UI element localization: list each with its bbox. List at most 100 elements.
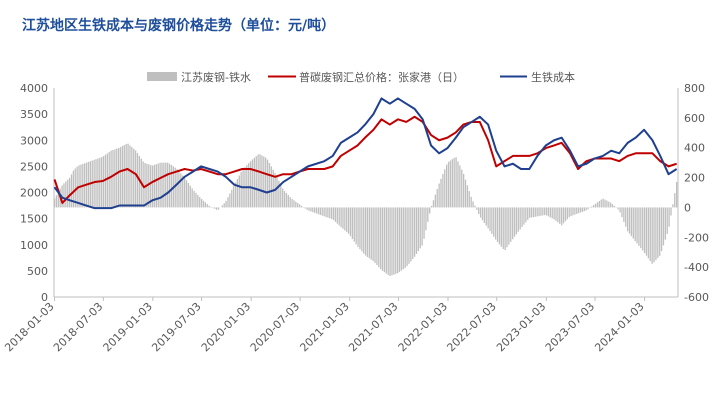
spread-bar-205 [440,178,442,208]
spread-bar-209 [447,161,450,208]
spread-bar-2 [57,191,59,208]
spread-bar-274 [570,207,572,216]
left-tick-label: 4000 [20,82,48,95]
spread-bar-153 [342,207,344,229]
spread-bar-243 [511,207,514,240]
spread-bar-272 [566,207,568,220]
spread-bar-211 [451,159,453,208]
spread-bar-221 [470,196,472,208]
spread-bar-210 [449,160,452,208]
spread-bar-8 [68,177,71,208]
price-lines [53,97,678,210]
spread-bar-247 [519,207,521,230]
spread-bar-125 [289,197,291,208]
spread-bar-114 [268,162,271,208]
spread-bar-271 [564,207,567,222]
right-tick-label: 0 [684,201,691,214]
spread-bar-291 [602,198,604,208]
spread-bar-52 [151,165,154,208]
spread-bar-43 [134,150,137,208]
spread-bar-11 [74,168,76,208]
spread-bar-145 [327,207,329,218]
spread-bar-142 [321,207,323,216]
spread-bar-99 [240,172,242,208]
spread-bar-140 [317,207,320,215]
spread-bar-133 [304,207,306,209]
spread-bar-90 [223,203,225,208]
spread-bar-21 [93,159,95,208]
spread-bar-111 [263,156,265,208]
spread-bar-41 [131,147,133,208]
left-tick-label: 1500 [20,213,48,226]
spread-bar-202 [434,194,437,208]
spread-bar-223 [474,205,476,208]
spread-bar-267 [557,207,559,223]
spread-bar-172 [378,207,380,268]
spread-bar-204 [438,183,440,208]
spread-bar-139 [315,207,318,214]
spread-bar-246 [517,207,519,232]
spread-bar-166 [366,207,369,257]
spread-bar-164 [363,207,365,254]
spread-bar-278 [577,207,580,214]
spread-bar-264 [551,207,553,219]
spread-bar-314 [645,207,648,256]
legend-label-spread: 江苏废钢-铁水 [181,70,251,84]
spread-bar-242 [510,207,512,242]
spread-bar-303 [625,207,627,227]
spread-bar-193 [417,207,420,252]
spread-bar-216 [461,169,463,208]
spread-bar-320 [657,207,659,258]
spread-bar-59 [165,162,167,208]
spread-bar-327 [670,207,672,216]
spread-bar-275 [572,207,574,216]
spread-bar-40 [129,145,131,208]
spread-bar-74 [193,190,195,208]
spread-bar-296 [611,204,614,208]
spread-bar-288 [596,202,599,208]
spread-bar-241 [508,207,510,245]
spread-bar-277 [576,207,578,214]
spread-bar-128 [295,201,297,208]
legend-label-pig-iron: 生铁成本 [531,70,575,84]
spread-bar-97 [236,179,239,208]
spread-bar-256 [536,207,538,217]
spread-bar-235 [496,207,499,242]
spread-bar-254 [532,207,535,218]
spread-bar-259 [542,207,544,216]
spread-bar-227 [481,207,484,221]
spread-bar-44 [136,153,139,208]
spread-bar-115 [270,166,272,208]
spread-bar-70 [185,180,188,208]
spread-bar-33 [116,148,118,208]
spread-bar-151 [338,207,340,226]
spread-bar-60 [166,162,169,208]
spread-bar-213 [455,157,457,208]
axes [53,88,679,298]
spread-bar-245 [515,207,518,235]
spread-bar-175 [383,207,386,273]
spread-bar-229 [485,207,487,226]
spread-bar-10 [72,170,75,208]
x-tick-label: 2019-07-03 [149,300,203,354]
spread-bar-226 [479,207,482,218]
spread-bar-148 [332,207,335,221]
spread-bar-93 [229,193,231,208]
left-tick-label: 500 [27,265,48,278]
right-tick-label: 800 [684,82,705,95]
spread-bar-292 [604,199,606,208]
spread-bar-80 [204,202,207,208]
spread-bar-290 [600,199,602,208]
spread-bar-168 [370,207,372,260]
spread-bar-299 [617,207,619,210]
spread-bar-149 [334,207,337,222]
spread-bar-189 [410,207,412,262]
right-tick-label: 200 [684,172,705,185]
spread-bar-123 [285,192,288,208]
right-tick-label: -600 [684,291,709,304]
spread-bar-228 [483,207,486,223]
spread-bar-121 [281,188,284,208]
spread-bar-155 [346,207,348,233]
spread-bar-239 [504,207,506,250]
spread-bar-321 [659,207,661,256]
